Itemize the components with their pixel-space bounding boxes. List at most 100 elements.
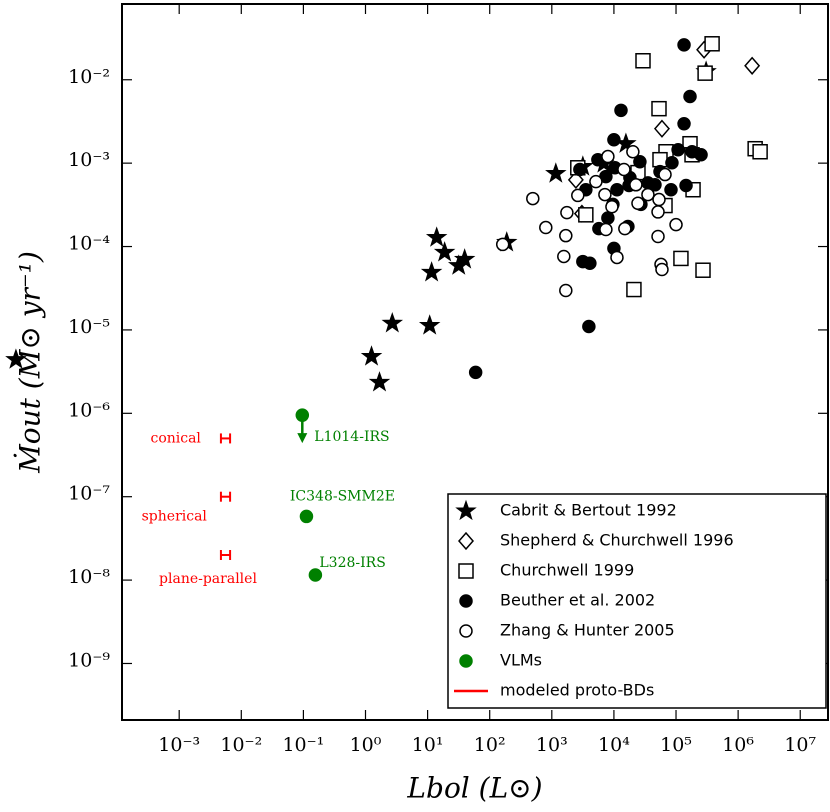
star-marker bbox=[455, 499, 477, 521]
circle-marker bbox=[694, 148, 708, 162]
circle-marker bbox=[610, 250, 624, 265]
circle-marker bbox=[573, 162, 587, 177]
circle-marker bbox=[648, 178, 662, 192]
y-tick-label: 10⁻⁹ bbox=[68, 649, 110, 671]
circle-marker bbox=[583, 256, 597, 271]
square-marker bbox=[651, 100, 667, 117]
circle-marker bbox=[626, 144, 640, 159]
circle-marker bbox=[669, 217, 683, 232]
circle-marker bbox=[559, 228, 573, 243]
circle-marker bbox=[633, 154, 647, 169]
circle-marker bbox=[610, 182, 624, 197]
circle-marker bbox=[665, 156, 679, 170]
star-marker bbox=[381, 312, 404, 333]
circle-marker bbox=[601, 149, 615, 164]
legend: Cabrit & Bertout 1992 Shepherd & Churchwe… bbox=[447, 493, 827, 709]
y-tick-label: 10⁻⁴ bbox=[68, 233, 110, 255]
diamond-marker bbox=[653, 119, 670, 138]
circle-marker bbox=[601, 211, 615, 225]
circle-marker bbox=[614, 103, 628, 118]
circle-marker bbox=[560, 205, 574, 220]
legend-label: Churchwell 1999 bbox=[500, 561, 634, 580]
circle-marker bbox=[468, 365, 483, 380]
circle-marker bbox=[677, 116, 691, 131]
circle-marker bbox=[607, 132, 621, 147]
upper-limit-arrowhead bbox=[297, 433, 308, 444]
star-marker bbox=[420, 261, 443, 282]
circle-marker bbox=[559, 283, 573, 298]
circle-marker bbox=[599, 222, 613, 237]
circle-marker bbox=[495, 237, 510, 252]
y-tick-label: 10⁻⁶ bbox=[68, 399, 110, 421]
point-label: L328-IRS bbox=[319, 555, 385, 571]
star-marker bbox=[418, 314, 441, 335]
point-label: spherical bbox=[142, 509, 208, 525]
star-marker bbox=[368, 371, 391, 392]
circle-marker bbox=[683, 89, 697, 104]
y-tick-label: 10⁻⁷ bbox=[68, 483, 110, 505]
y-tick-label: 10⁻⁸ bbox=[68, 566, 110, 588]
x-tick-label: 10⁻² bbox=[220, 734, 262, 756]
circle-marker bbox=[631, 196, 645, 211]
square-marker bbox=[752, 143, 768, 160]
legend-label: Beuther et al. 2002 bbox=[500, 591, 655, 610]
x-tick-label: 10⁻¹ bbox=[282, 734, 324, 756]
star-marker bbox=[453, 248, 476, 269]
circle-marker bbox=[557, 249, 571, 264]
star-marker bbox=[425, 226, 448, 247]
legend-label: Cabrit & Bertout 1992 bbox=[500, 501, 677, 520]
circle-marker bbox=[526, 191, 540, 206]
circle-marker bbox=[539, 220, 553, 235]
circle-marker bbox=[664, 182, 678, 197]
x-tick-label: 10⁶ bbox=[722, 734, 754, 756]
square-marker bbox=[652, 151, 668, 168]
diamond-marker bbox=[567, 170, 584, 190]
circle-marker bbox=[652, 192, 666, 207]
legend-label: VLMs bbox=[500, 651, 542, 670]
circle-marker bbox=[299, 509, 314, 524]
circle-marker bbox=[629, 178, 643, 192]
star-marker bbox=[433, 241, 456, 262]
legend-box bbox=[447, 493, 827, 709]
x-tick-label: 10⁰ bbox=[350, 734, 382, 756]
y-tick-label: 10⁻² bbox=[68, 66, 110, 88]
circle-marker bbox=[598, 187, 612, 202]
square-marker bbox=[673, 250, 689, 267]
circle-marker bbox=[618, 221, 632, 236]
circle-marker bbox=[651, 229, 665, 244]
square-marker bbox=[695, 262, 711, 278]
error-bar bbox=[219, 491, 232, 502]
circle-marker bbox=[658, 167, 672, 182]
circle-marker bbox=[571, 188, 585, 203]
x-tick-label: 10¹ bbox=[412, 734, 444, 756]
error-bar bbox=[219, 549, 232, 560]
star-marker bbox=[5, 348, 27, 369]
plot-frame bbox=[121, 3, 829, 721]
x-tick-label: 10³ bbox=[536, 734, 568, 756]
x-axis-label: Lbol (L⊙) bbox=[406, 772, 542, 805]
circle-marker bbox=[605, 199, 619, 214]
square-marker bbox=[704, 36, 720, 52]
square-marker bbox=[458, 563, 474, 579]
square-marker bbox=[697, 65, 713, 81]
x-tick-label: 10⁷ bbox=[784, 734, 816, 756]
x-tick-label: 10² bbox=[474, 734, 506, 756]
circle-marker bbox=[679, 178, 693, 193]
point-label: conical bbox=[150, 430, 201, 446]
point-label: plane-parallel bbox=[159, 571, 257, 587]
x-tick-label: 10⁻³ bbox=[158, 734, 200, 756]
diamond-marker bbox=[744, 56, 761, 75]
circle-marker bbox=[589, 174, 603, 189]
circle-marker bbox=[655, 262, 669, 277]
x-tick-label: 10⁵ bbox=[660, 734, 692, 756]
circle-marker bbox=[308, 568, 323, 582]
y-tick-label: 10⁻³ bbox=[68, 149, 110, 171]
diamond-marker bbox=[458, 531, 474, 551]
circle-marker bbox=[677, 38, 691, 52]
circle-marker bbox=[459, 594, 473, 608]
legend-label: Shepherd & Churchwell 1996 bbox=[500, 531, 734, 550]
square-marker bbox=[626, 281, 642, 298]
circle-marker bbox=[651, 205, 665, 219]
square-marker bbox=[635, 53, 651, 69]
